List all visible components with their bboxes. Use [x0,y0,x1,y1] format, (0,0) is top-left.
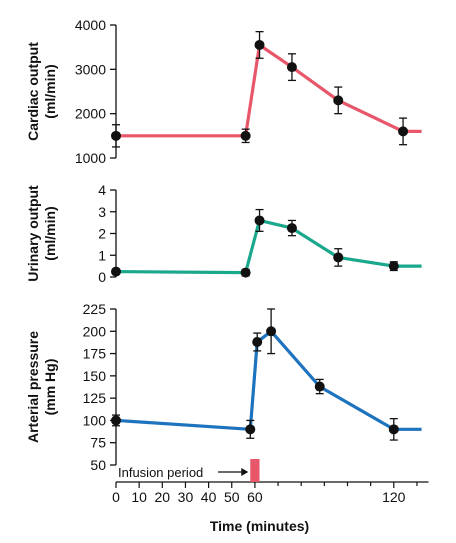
y-tick-label: 2000 [75,106,106,122]
data-point [254,215,265,226]
data-point [245,424,256,435]
y-tick-label: 150 [83,368,107,384]
x-tick-label: 20 [155,489,171,505]
x-tick-label: 0 [112,489,120,505]
y-tick-label: 3 [98,204,106,220]
y-tick-label: 4000 [75,17,106,33]
y-tick-label: 125 [83,390,107,406]
x-tick-label: 10 [131,489,147,505]
data-point [388,424,399,435]
infusion-arrow-head [241,468,249,476]
data-point [240,130,251,141]
data-point [252,336,263,347]
data-point [111,266,121,277]
data-point [286,223,297,234]
x-tick-label: 50 [224,489,240,505]
ylabel-line: (ml/min) [42,64,58,118]
arterial-pressure-series-line [115,329,422,431]
x-tick-label: 60 [247,489,263,505]
y-tick-label: 3000 [75,61,106,77]
cardiac-output-ylabel: Cardiac output(ml/min) [25,42,58,141]
data-point [333,252,344,263]
infusion-label: Infusion period [118,465,203,480]
y-tick-label: 225 [83,301,107,317]
ylabel-line: (mm Hg) [42,359,58,416]
data-point [111,415,121,426]
y-tick-label: 0 [98,269,106,285]
infusion-bar [250,459,260,482]
y-tick-label: 50 [90,457,106,473]
ylabel-line: (ml/min) [42,206,58,260]
data-point [240,267,251,278]
y-tick-label: 1 [98,247,106,263]
urinary-output-ylabel: Urinary output(ml/min) [25,185,58,282]
data-point [314,381,325,392]
x-axis-title: Time (minutes) [210,518,309,534]
data-point [388,261,399,272]
ylabel-line: Cardiac output [25,42,41,141]
data-point [254,39,265,50]
arterial-pressure-ylabel: Arterial pressure(mm Hg) [25,331,58,443]
urinary-output-panel: 0 1 2 3 4 Urinary output(ml/min) [25,182,422,285]
data-point [398,126,409,137]
ylabel-line: Urinary output [25,185,41,282]
cardiac-output-panel: 1000 2000 3000 4000 Cardiac output(ml/min) [25,17,422,166]
y-tick-label: 75 [90,435,106,451]
y-tick-label: 4 [98,182,106,198]
cardiac-output-series-line [116,43,422,138]
urinary-output-series-line [115,218,422,275]
y-tick-label: 1000 [75,150,106,166]
data-point [286,62,297,73]
data-point [266,326,277,337]
y-tick-label: 200 [83,323,107,339]
y-tick-label: 2 [98,226,106,242]
x-axis: 0 10 20 30 40 50 60 120 Time (minutes) [112,481,429,534]
data-point [111,130,121,141]
x-tick-label: 30 [178,489,194,505]
arterial-pressure-panel: 50 75 100 125 150 175 200 225 Arterial pressure(… [25,301,422,473]
y-tick-label: 100 [83,412,107,428]
x-tick-label: 40 [201,489,217,505]
infusion-annotation: Infusion period [118,459,260,482]
y-tick-label: 175 [83,346,107,362]
ylabel-line: Arterial pressure [25,331,41,443]
x-tick-label: 120 [382,489,406,505]
data-point [333,95,344,106]
